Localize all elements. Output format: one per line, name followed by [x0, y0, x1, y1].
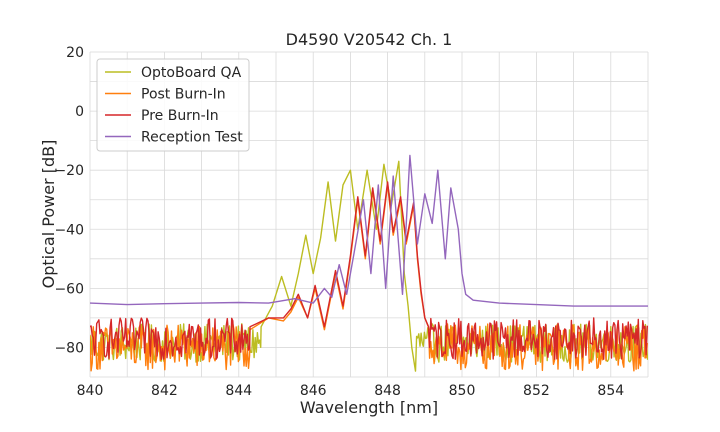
x-tick-label: 848 [374, 383, 401, 399]
x-tick-label: 840 [77, 383, 104, 399]
y-tick-label: 0 [75, 104, 84, 120]
x-tick-label: 842 [151, 383, 178, 399]
legend-label: Reception Test [141, 130, 243, 146]
y-tick-label: −40 [54, 222, 84, 238]
series-line [90, 160, 648, 372]
x-tick-label: 852 [523, 383, 550, 399]
legend: OptoBoard QA Post Burn-In Pre Burn-In Recep… [96, 58, 250, 152]
legend-label: Pre Burn-In [141, 108, 219, 124]
legend-frame [96, 58, 250, 152]
x-tick-label: 844 [225, 383, 252, 399]
series-group [90, 154, 648, 372]
y-tick-label: 20 [66, 45, 84, 61]
y-tick-label: −60 [54, 281, 84, 297]
series-line [90, 154, 648, 307]
tick-labels: 840 842 844 846 848 850 852 854 20 0 −20 −40 −60 −80 [54, 45, 624, 399]
x-tick-label: 846 [300, 383, 327, 399]
y-tick-label: −20 [54, 163, 84, 179]
series-optoboard-qa [90, 160, 648, 372]
y-axis-label: Optical Power [dB] [39, 140, 58, 289]
chart-title: D4590 V20542 Ch. 1 [286, 30, 453, 49]
x-axis-label: Wavelength [nm] [300, 398, 438, 417]
x-tick-label: 850 [449, 383, 476, 399]
y-tick-label: −80 [54, 340, 84, 356]
legend-label: OptoBoard QA [141, 65, 242, 81]
series-line [90, 181, 648, 360]
legend-label: Post Burn-In [141, 87, 226, 103]
series-pre-burn-in [90, 181, 648, 360]
x-tick-label: 854 [597, 383, 624, 399]
series-reception-test [90, 154, 648, 307]
